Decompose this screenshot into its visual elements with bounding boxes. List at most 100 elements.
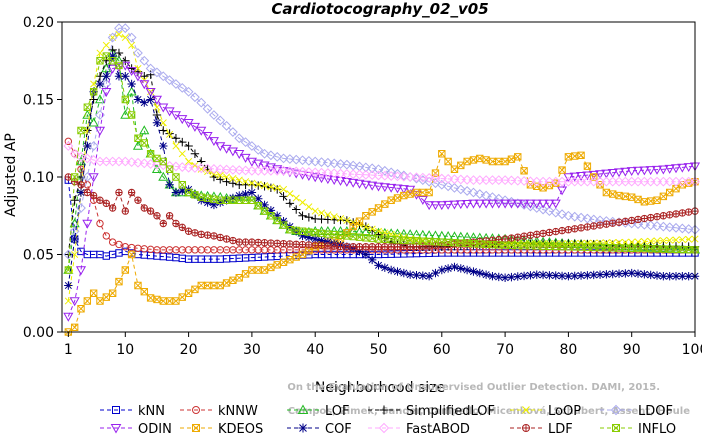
data-point xyxy=(582,176,593,187)
data-point xyxy=(563,173,574,183)
data-point xyxy=(348,178,359,188)
data-point xyxy=(108,238,117,246)
data-point xyxy=(443,173,454,184)
data-point xyxy=(659,212,668,220)
data-point xyxy=(348,169,359,180)
data-point xyxy=(468,175,479,186)
data-point xyxy=(583,271,592,280)
data-point xyxy=(115,188,123,197)
data-point xyxy=(171,134,181,143)
data-point xyxy=(88,141,99,151)
legend-marker xyxy=(378,422,390,434)
data-point xyxy=(216,175,225,184)
data-point xyxy=(387,196,395,204)
data-point xyxy=(77,126,85,135)
data-point xyxy=(463,157,471,166)
data-point xyxy=(677,176,688,187)
data-point xyxy=(222,235,231,243)
data-point xyxy=(265,163,276,173)
data-point xyxy=(145,88,156,97)
series-line xyxy=(67,33,696,302)
data-point xyxy=(658,165,669,175)
data-point xyxy=(532,270,541,279)
data-point xyxy=(134,64,142,73)
data-point xyxy=(538,199,549,209)
legend-marker xyxy=(612,424,620,432)
legend-marker xyxy=(522,424,530,432)
data-point xyxy=(248,238,256,246)
data-point xyxy=(449,174,460,185)
data-point xyxy=(519,199,530,209)
data-point xyxy=(261,182,269,190)
data-point xyxy=(107,32,118,43)
data-point xyxy=(513,272,522,281)
x-tick-label: 50 xyxy=(370,342,388,358)
data-point xyxy=(247,180,257,189)
series-line xyxy=(67,52,696,271)
data-point xyxy=(76,151,86,162)
data-point xyxy=(153,212,161,220)
data-point xyxy=(614,176,624,187)
data-point xyxy=(576,172,587,181)
data-point xyxy=(355,243,364,251)
data-point xyxy=(343,243,351,251)
data-point xyxy=(639,176,650,187)
data-point xyxy=(367,255,377,265)
data-point xyxy=(70,196,79,205)
data-point xyxy=(273,261,281,269)
data-point xyxy=(436,173,447,184)
data-point xyxy=(324,211,332,219)
data-point xyxy=(259,165,270,176)
data-point xyxy=(253,144,264,155)
data-point xyxy=(646,270,655,280)
data-point xyxy=(322,175,333,185)
data-point xyxy=(348,226,359,236)
data-point xyxy=(184,141,193,151)
data-point xyxy=(272,151,283,162)
x-tick-label: 10 xyxy=(116,342,134,358)
legend-label: kNNW xyxy=(218,404,258,419)
data-point xyxy=(424,272,434,281)
data-point xyxy=(235,274,243,282)
data-point xyxy=(386,167,397,178)
data-point xyxy=(552,227,560,236)
data-point xyxy=(209,200,219,210)
data-point xyxy=(462,174,473,185)
data-point xyxy=(374,204,383,212)
data-point xyxy=(558,226,566,235)
data-point xyxy=(228,164,238,175)
data-point xyxy=(127,188,136,197)
data-point xyxy=(115,240,123,249)
data-point xyxy=(185,157,193,166)
data-point xyxy=(96,196,104,204)
series-cof xyxy=(64,51,700,290)
data-point xyxy=(455,200,466,210)
data-point xyxy=(462,265,472,275)
data-point xyxy=(379,170,390,181)
data-point xyxy=(126,86,137,96)
data-point xyxy=(487,192,498,203)
data-point xyxy=(330,242,338,250)
data-point xyxy=(405,270,415,279)
data-point xyxy=(449,200,460,210)
data-point xyxy=(310,167,321,178)
data-point xyxy=(82,219,93,229)
data-point xyxy=(191,285,199,294)
data-point xyxy=(88,155,99,165)
data-point xyxy=(203,231,212,239)
y-tick-label: 0.05 xyxy=(23,248,54,264)
data-point xyxy=(121,266,129,274)
data-point xyxy=(412,270,421,280)
data-point xyxy=(317,236,326,245)
data-point xyxy=(184,227,193,235)
data-point xyxy=(216,198,225,207)
data-point xyxy=(525,199,536,209)
data-point xyxy=(577,151,585,159)
data-point xyxy=(190,149,200,158)
data-point xyxy=(336,242,345,251)
data-point xyxy=(438,150,446,158)
data-point xyxy=(267,183,275,191)
data-point xyxy=(381,243,389,251)
data-point xyxy=(139,125,150,135)
